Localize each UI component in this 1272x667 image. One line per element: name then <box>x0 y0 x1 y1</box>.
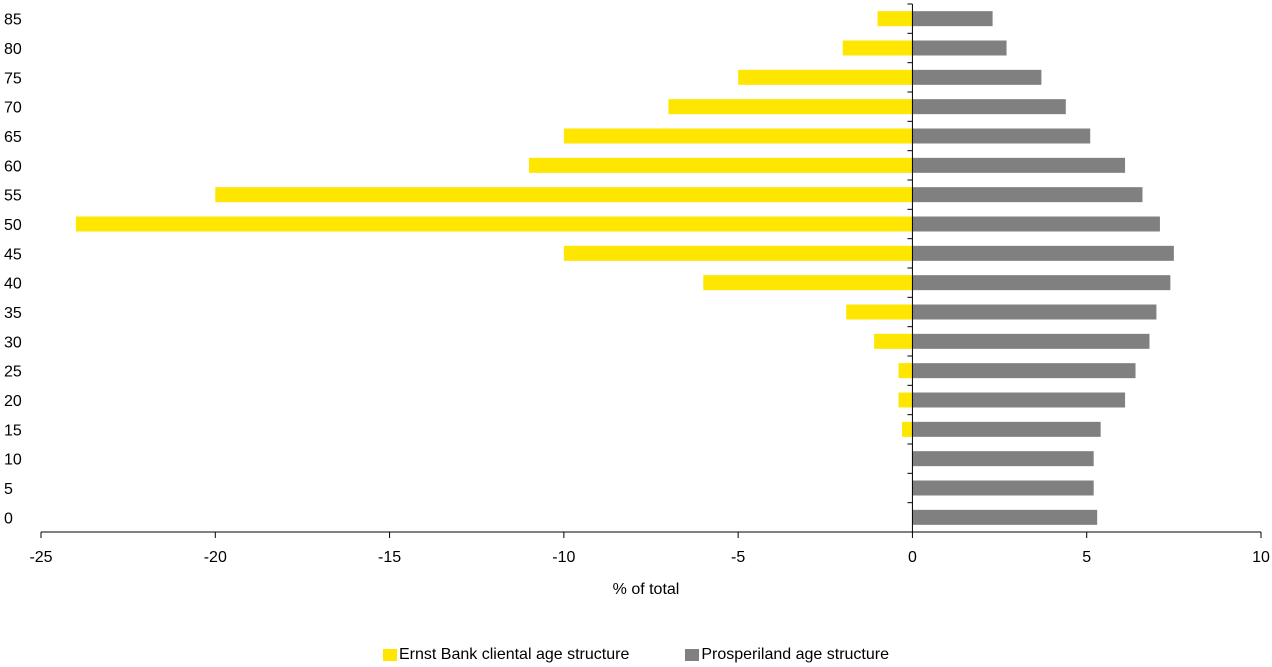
y-tick-label-70: 70 <box>4 100 22 117</box>
bar-prosperiland-35 <box>912 304 1157 320</box>
y-tick-label-30: 30 <box>4 334 22 351</box>
y-tick-label-35: 35 <box>4 305 22 322</box>
y-tick-label-10: 10 <box>4 452 22 469</box>
y-tick-label-40: 40 <box>4 276 22 293</box>
bar-prosperiland-20 <box>912 392 1126 408</box>
bar-prosperiland-45 <box>912 245 1174 261</box>
x-tick-label--10: -10 <box>552 549 575 566</box>
bar-prosperiland-30 <box>912 333 1150 349</box>
y-tick-label-55: 55 <box>4 188 22 205</box>
bar-ernst-bank-55 <box>215 187 913 203</box>
y-tick-label-85: 85 <box>4 12 22 29</box>
x-tick-label-10: 10 <box>1252 549 1270 566</box>
bar-prosperiland-85 <box>912 11 993 27</box>
ticks-group <box>40 3 1262 538</box>
y-tick-label-50: 50 <box>4 217 22 234</box>
bar-prosperiland-75 <box>912 69 1042 85</box>
x-tick-label--25: -25 <box>29 549 52 566</box>
bar-ernst-bank-65 <box>563 128 913 144</box>
bar-ernst-bank-35 <box>846 304 913 320</box>
bar-prosperiland-55 <box>912 187 1143 203</box>
bar-prosperiland-40 <box>912 275 1171 291</box>
legend-item-prosperiland: Prosperiland age structure <box>685 646 889 664</box>
y-tick-label-5: 5 <box>4 481 13 498</box>
bar-prosperiland-25 <box>912 363 1136 379</box>
y-tick-label-75: 75 <box>4 70 22 87</box>
x-tick-label-5: 5 <box>1082 549 1091 566</box>
y-tick-label-60: 60 <box>4 158 22 175</box>
y-tick-label-80: 80 <box>4 41 22 58</box>
bar-ernst-bank-85 <box>877 11 913 27</box>
bars-group <box>75 11 1174 525</box>
y-tick-label-15: 15 <box>4 422 22 439</box>
bar-ernst-bank-45 <box>563 245 913 261</box>
bar-prosperiland-0 <box>912 509 1098 525</box>
bar-ernst-bank-70 <box>668 99 913 115</box>
bar-prosperiland-65 <box>912 128 1091 144</box>
x-axis-title-text: % of total <box>612 581 680 598</box>
bar-prosperiland-60 <box>912 157 1126 173</box>
bar-ernst-bank-25 <box>898 363 913 379</box>
bar-prosperiland-5 <box>912 480 1094 496</box>
x-tick-labels: -25 -20 -15 -10 -5 0 5 10 <box>29 549 1270 566</box>
legend-label-prosperiland: Prosperiland age structure <box>701 646 889 663</box>
y-tick-label-0: 0 <box>4 510 13 527</box>
x-tick-label--15: -15 <box>378 549 401 566</box>
x-tick-label--5: -5 <box>731 549 745 566</box>
bar-ernst-bank-15 <box>901 421 913 437</box>
bar-ernst-bank-40 <box>703 275 913 291</box>
legend-swatch-ernst-bank <box>383 649 397 661</box>
y-tick-label-25: 25 <box>4 364 22 381</box>
x-tick-label-0: 0 <box>908 549 917 566</box>
legend-item-ernst-bank: Ernst Bank cliental age structure <box>383 646 629 664</box>
legend-swatch-prosperiland <box>685 649 700 661</box>
y-tick-label-45: 45 <box>4 246 22 263</box>
bar-prosperiland-15 <box>912 421 1101 437</box>
x-axis-title: % of total <box>0 581 1272 599</box>
bar-ernst-bank-20 <box>898 392 913 408</box>
bar-prosperiland-80 <box>912 40 1007 56</box>
bar-prosperiland-50 <box>912 216 1160 232</box>
y-tick-labels: 0 5 10 15 20 25 30 35 40 45 50 55 60 65 70 75 80 85 <box>4 12 22 528</box>
bar-prosperiland-70 <box>912 99 1066 115</box>
bar-ernst-bank-30 <box>874 333 913 349</box>
bar-ernst-bank-75 <box>738 69 913 85</box>
legend-label-ernst-bank: Ernst Bank cliental age structure <box>399 646 630 663</box>
x-tick-label--20: -20 <box>204 549 227 566</box>
bar-ernst-bank-80 <box>842 40 913 56</box>
bar-prosperiland-10 <box>912 451 1094 467</box>
bar-ernst-bank-50 <box>75 216 913 232</box>
bar-ernst-bank-60 <box>529 157 913 173</box>
y-tick-label-20: 20 <box>4 393 22 410</box>
legend: Ernst Bank cliental age structure Prospe… <box>0 646 1272 664</box>
y-tick-label-65: 65 <box>4 129 22 146</box>
